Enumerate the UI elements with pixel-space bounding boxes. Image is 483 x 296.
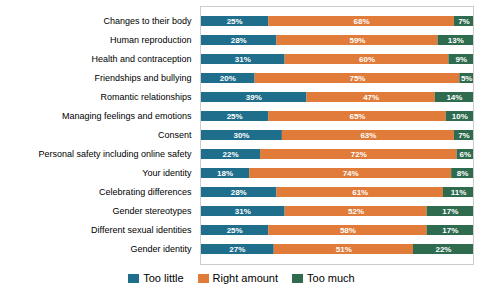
svg-text:8%: 8% bbox=[457, 169, 469, 178]
svg-text:51%: 51% bbox=[336, 245, 352, 254]
svg-text:10%: 10% bbox=[452, 112, 468, 121]
svg-text:47%: 47% bbox=[363, 93, 379, 102]
svg-text:5%: 5% bbox=[461, 74, 473, 83]
svg-text:Managing feelings and emotions: Managing feelings and emotions bbox=[62, 111, 192, 121]
svg-text:31%: 31% bbox=[235, 55, 251, 64]
svg-text:27%: 27% bbox=[229, 245, 245, 254]
svg-text:Romantic relationships: Romantic relationships bbox=[100, 92, 192, 102]
svg-text:59%: 59% bbox=[349, 36, 365, 45]
svg-text:11%: 11% bbox=[451, 188, 467, 197]
svg-text:20%: 20% bbox=[220, 74, 236, 83]
svg-text:30%: 30% bbox=[233, 131, 249, 140]
svg-text:Your identity: Your identity bbox=[142, 168, 192, 178]
svg-text:28%: 28% bbox=[231, 188, 247, 197]
svg-text:Gender stereotypes: Gender stereotypes bbox=[112, 206, 192, 216]
svg-text:7%: 7% bbox=[458, 17, 470, 26]
svg-text:63%: 63% bbox=[360, 131, 376, 140]
svg-text:28%: 28% bbox=[231, 36, 247, 45]
svg-text:Human reproduction: Human reproduction bbox=[110, 35, 192, 45]
svg-text:Gender identity: Gender identity bbox=[130, 244, 192, 254]
svg-text:Friendships and bullying: Friendships and bullying bbox=[94, 73, 191, 83]
svg-text:Different sexual identities: Different sexual identities bbox=[91, 225, 192, 235]
svg-text:Consent: Consent bbox=[158, 130, 192, 140]
svg-text:6%: 6% bbox=[460, 150, 472, 159]
svg-text:39%: 39% bbox=[246, 93, 262, 102]
svg-text:58%: 58% bbox=[340, 226, 356, 235]
svg-text:72%: 72% bbox=[351, 150, 367, 159]
html-text:Too little: Too little bbox=[143, 272, 184, 284]
svg-text:31%: 31% bbox=[235, 207, 251, 216]
svg-text:65%: 65% bbox=[349, 112, 365, 121]
svg-text:14%: 14% bbox=[446, 93, 462, 102]
svg-text:Personal safety including onli: Personal safety including online safety bbox=[38, 149, 192, 159]
html-text:Right amount: Right amount bbox=[212, 272, 278, 284]
svg-text:13%: 13% bbox=[448, 36, 464, 45]
svg-text:25%: 25% bbox=[227, 17, 243, 26]
svg-text:52%: 52% bbox=[348, 207, 364, 216]
svg-text:60%: 60% bbox=[359, 55, 375, 64]
svg-text:25%: 25% bbox=[227, 226, 243, 235]
svg-text:17%: 17% bbox=[442, 207, 458, 216]
svg-text:Celebrating differences: Celebrating differences bbox=[99, 187, 192, 197]
svg-text:74%: 74% bbox=[343, 169, 359, 178]
svg-text:Health and contraception: Health and contraception bbox=[91, 54, 191, 64]
svg-text:22%: 22% bbox=[435, 245, 451, 254]
svg-text:68%: 68% bbox=[354, 17, 370, 26]
svg-text:75%: 75% bbox=[349, 74, 365, 83]
svg-text:18%: 18% bbox=[217, 169, 233, 178]
svg-text:25%: 25% bbox=[227, 112, 243, 121]
svg-text:22%: 22% bbox=[223, 150, 239, 159]
svg-text:Changes to their body: Changes to their body bbox=[103, 16, 192, 26]
svg-text:17%: 17% bbox=[442, 226, 458, 235]
svg-text:61%: 61% bbox=[352, 188, 368, 197]
svg-text:7%: 7% bbox=[458, 131, 470, 140]
svg-text:9%: 9% bbox=[455, 55, 467, 64]
html-text:Too much: Too much bbox=[307, 272, 355, 284]
